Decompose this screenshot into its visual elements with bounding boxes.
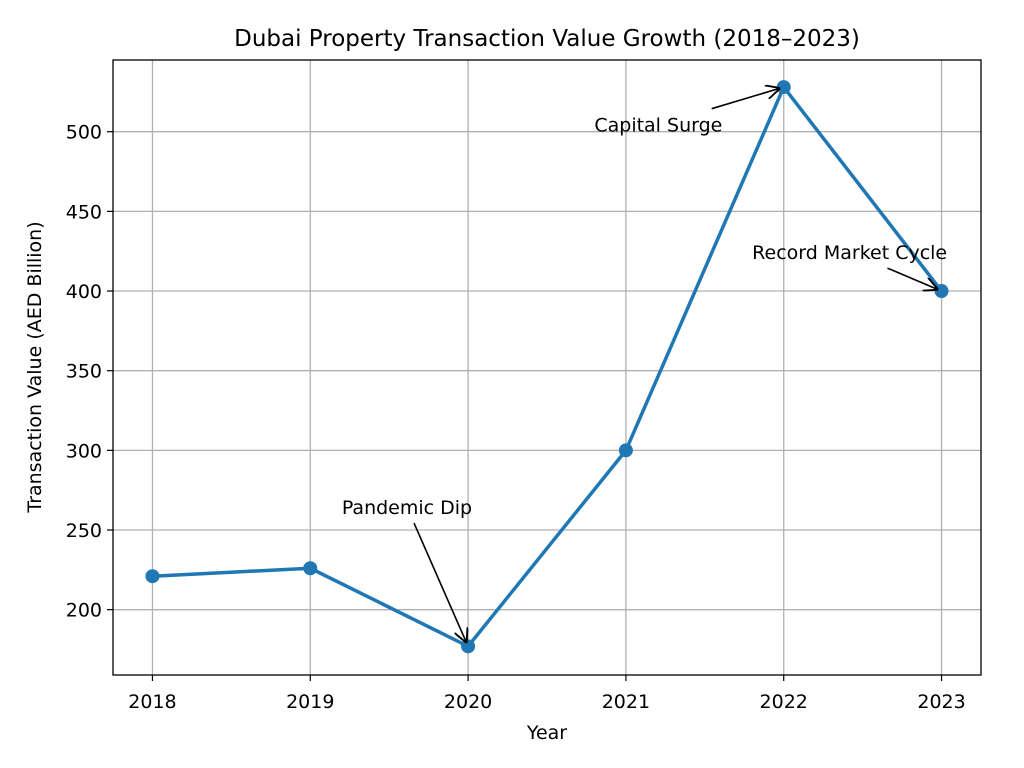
grid bbox=[113, 60, 981, 675]
y-tick-label: 250 bbox=[66, 520, 102, 542]
annotation-arrow bbox=[711, 89, 779, 110]
x-tick-label: 2018 bbox=[128, 691, 176, 713]
data-point bbox=[145, 569, 160, 584]
annotation-label: Capital Surge bbox=[594, 115, 722, 137]
plot-frame bbox=[112, 59, 982, 676]
annotation-label: Pandemic Dip bbox=[342, 497, 472, 519]
x-tick-label: 2023 bbox=[917, 691, 965, 713]
x-tick-label: 2021 bbox=[602, 691, 650, 713]
x-axis-label: Year bbox=[526, 722, 567, 744]
data-point bbox=[934, 284, 949, 299]
ticks: 2018 2019 2020 2021 2022 2023 200 250 300 350 400 4… bbox=[66, 122, 966, 713]
chart-title: Dubai Property Transaction Value Growth … bbox=[234, 26, 860, 52]
y-tick-label: 350 bbox=[66, 361, 102, 383]
data-point bbox=[776, 80, 791, 95]
annotation-arrow bbox=[887, 267, 936, 289]
y-tick-label: 200 bbox=[66, 600, 102, 622]
y-tick-label: 450 bbox=[66, 201, 102, 223]
x-tick-label: 2020 bbox=[444, 691, 492, 713]
y-axis-label: Transaction Value (AED Billion) bbox=[24, 221, 46, 513]
annotations: Pandemic Dip Capital Surge Record Market C… bbox=[342, 89, 947, 642]
annotation-label: Record Market Cycle bbox=[752, 242, 947, 264]
x-tick-label: 2022 bbox=[760, 691, 808, 713]
series-line bbox=[152, 85, 943, 649]
y-tick-label: 300 bbox=[66, 440, 102, 462]
y-tick-label: 400 bbox=[66, 281, 102, 303]
annotation-arrow bbox=[413, 522, 466, 642]
x-tick-label: 2019 bbox=[286, 691, 334, 713]
data-point bbox=[461, 639, 476, 654]
data-point bbox=[303, 561, 318, 576]
series bbox=[145, 80, 949, 654]
y-tick-label: 500 bbox=[66, 122, 102, 144]
data-point bbox=[618, 443, 633, 458]
